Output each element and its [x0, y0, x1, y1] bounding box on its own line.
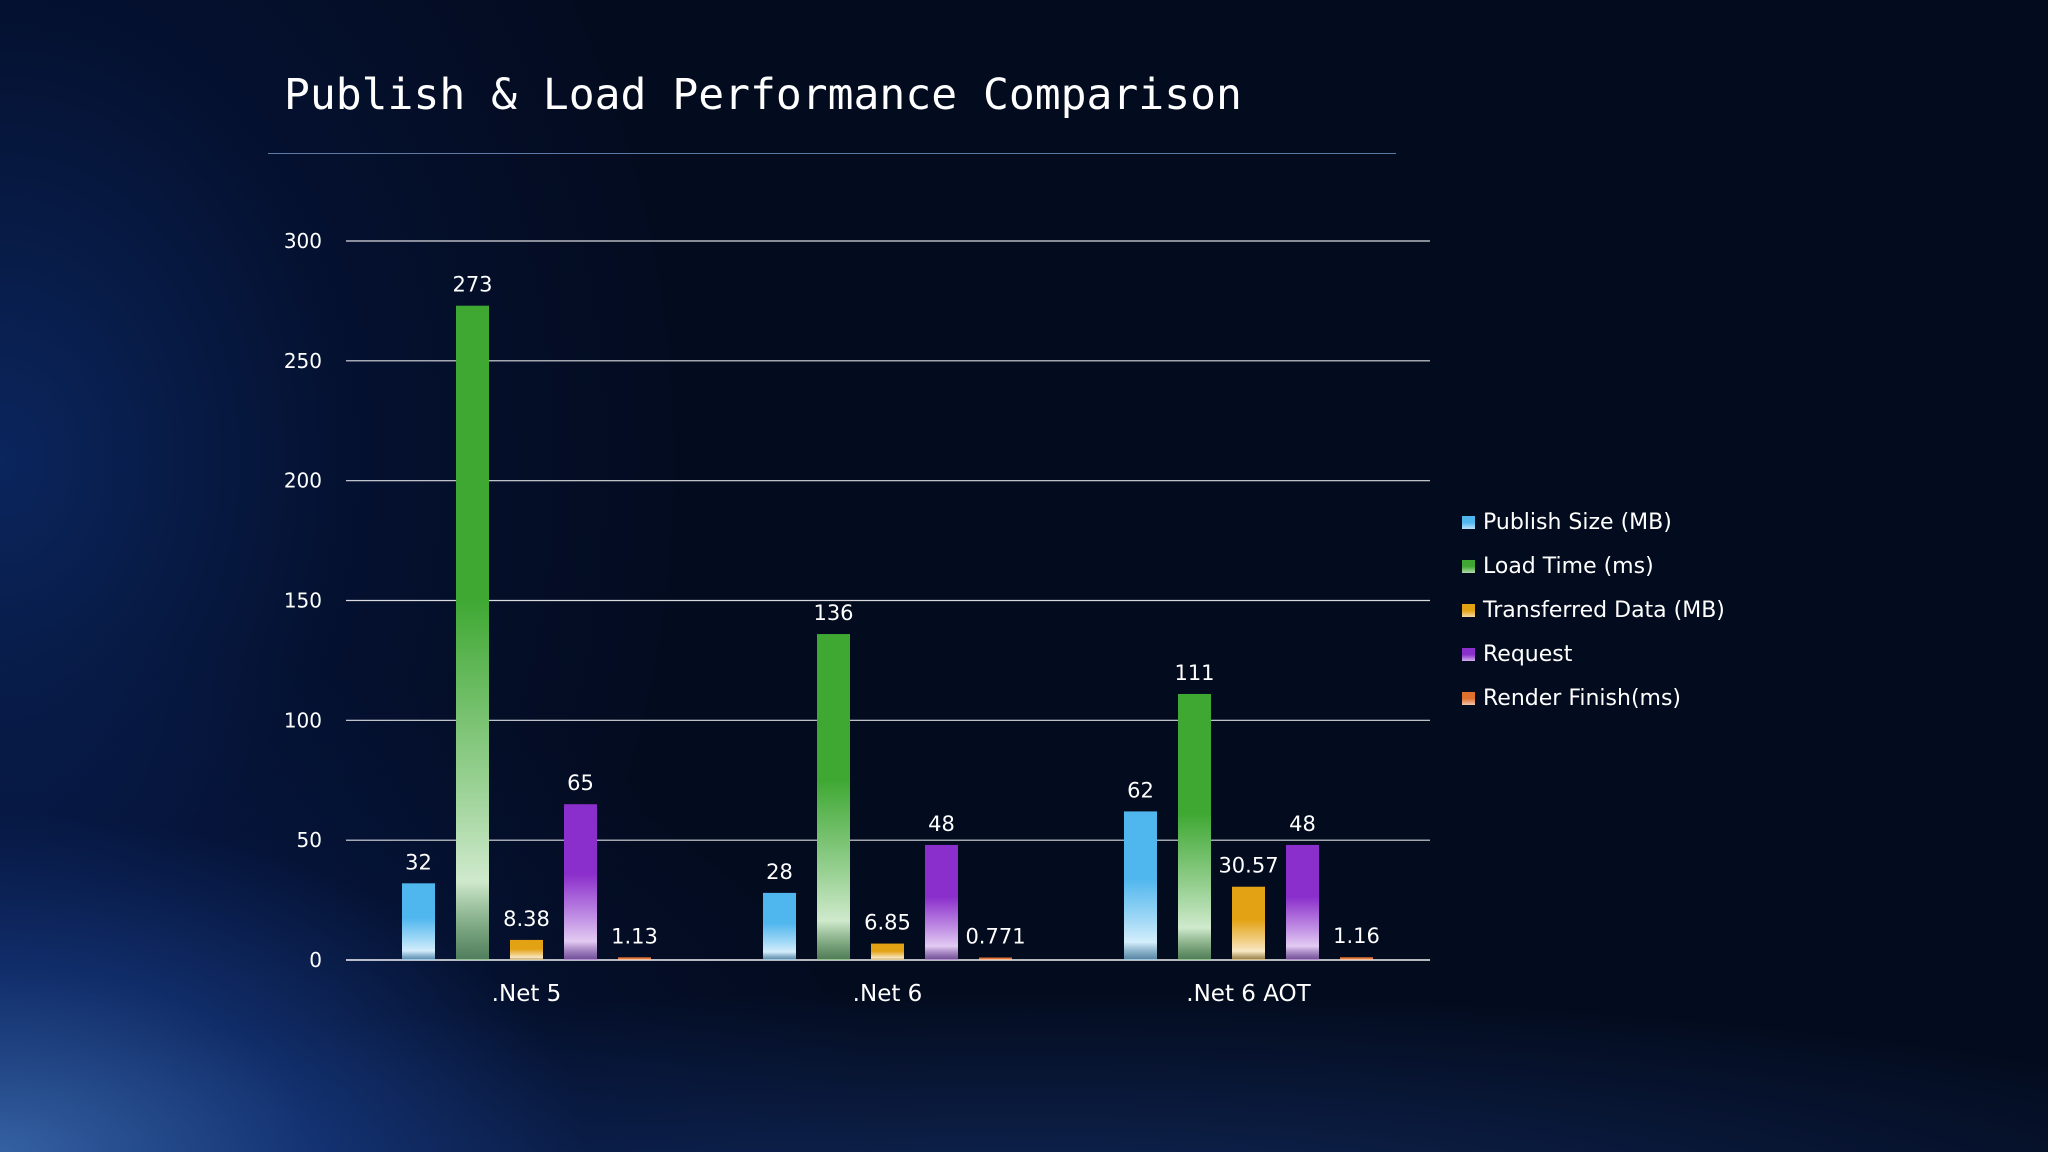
bar-0-4: [618, 957, 651, 960]
bar-0-1: [456, 305, 489, 961]
y-tick-label: 50: [297, 828, 322, 852]
data-label: 48: [928, 812, 955, 836]
chart-title: Publish & Load Performance Comparison: [284, 70, 1242, 120]
bar-2-3: [1286, 844, 1319, 960]
legend-label: Publish Size (MB): [1483, 509, 1672, 535]
bar-0-3: [564, 804, 597, 960]
category-label: .Net 6 AOT: [1186, 981, 1311, 1007]
category-label: .Net 5: [492, 981, 562, 1007]
legend-label: Request: [1483, 641, 1573, 667]
legend-swatch: [1462, 647, 1475, 661]
legend-label: Load Time (ms): [1483, 553, 1654, 579]
data-label: 8.38: [503, 907, 550, 931]
legend-item: Transferred Data (MB): [1462, 588, 1725, 632]
legend-swatch: [1462, 603, 1475, 617]
data-label: 273: [452, 273, 492, 297]
legend-label: Render Finish(ms): [1483, 685, 1681, 711]
bar-2-4: [1340, 957, 1373, 960]
data-label: 136: [813, 601, 853, 625]
data-label: 111: [1174, 661, 1214, 685]
bar-2-2: [1232, 886, 1265, 960]
category-label: .Net 6: [853, 981, 923, 1007]
y-tick-label: 0: [309, 948, 322, 972]
data-label: 0.771: [965, 925, 1025, 949]
y-tick-label: 300: [284, 229, 322, 253]
legend-label: Transferred Data (MB): [1483, 597, 1725, 623]
y-tick-label: 150: [284, 589, 322, 613]
data-label: 6.85: [864, 911, 911, 935]
data-label: 28: [766, 860, 793, 884]
data-label: 62: [1127, 778, 1154, 802]
data-label: 65: [567, 771, 594, 795]
legend-swatch: [1462, 559, 1475, 573]
bar-0-2: [510, 939, 543, 960]
legend-item: Load Time (ms): [1462, 544, 1725, 588]
y-tick-label: 200: [284, 469, 322, 493]
bar-0-0: [402, 883, 435, 960]
bar-2-0: [1124, 811, 1157, 960]
y-tick-label: 250: [284, 349, 322, 373]
title-divider: [268, 153, 1396, 154]
legend-item: Render Finish(ms): [1462, 676, 1725, 720]
bar-2-1: [1178, 693, 1211, 960]
bar-1-3: [925, 844, 958, 960]
legend-swatch: [1462, 691, 1475, 705]
data-label: 32: [405, 850, 432, 874]
legend-item: Request: [1462, 632, 1725, 676]
bar-1-1: [817, 634, 850, 960]
legend: Publish Size (MB) Load Time (ms) Transferr…: [1462, 500, 1725, 720]
y-tick-label: 100: [284, 708, 322, 732]
legend-swatch: [1462, 515, 1475, 529]
bar-1-4: [979, 957, 1012, 960]
data-label: 1.13: [611, 924, 658, 948]
data-label: 30.57: [1218, 854, 1278, 878]
data-label: 48: [1289, 812, 1316, 836]
legend-item: Publish Size (MB): [1462, 500, 1725, 544]
bar-1-2: [871, 943, 904, 960]
bar-1-0: [763, 892, 796, 960]
data-label: 1.16: [1333, 924, 1380, 948]
